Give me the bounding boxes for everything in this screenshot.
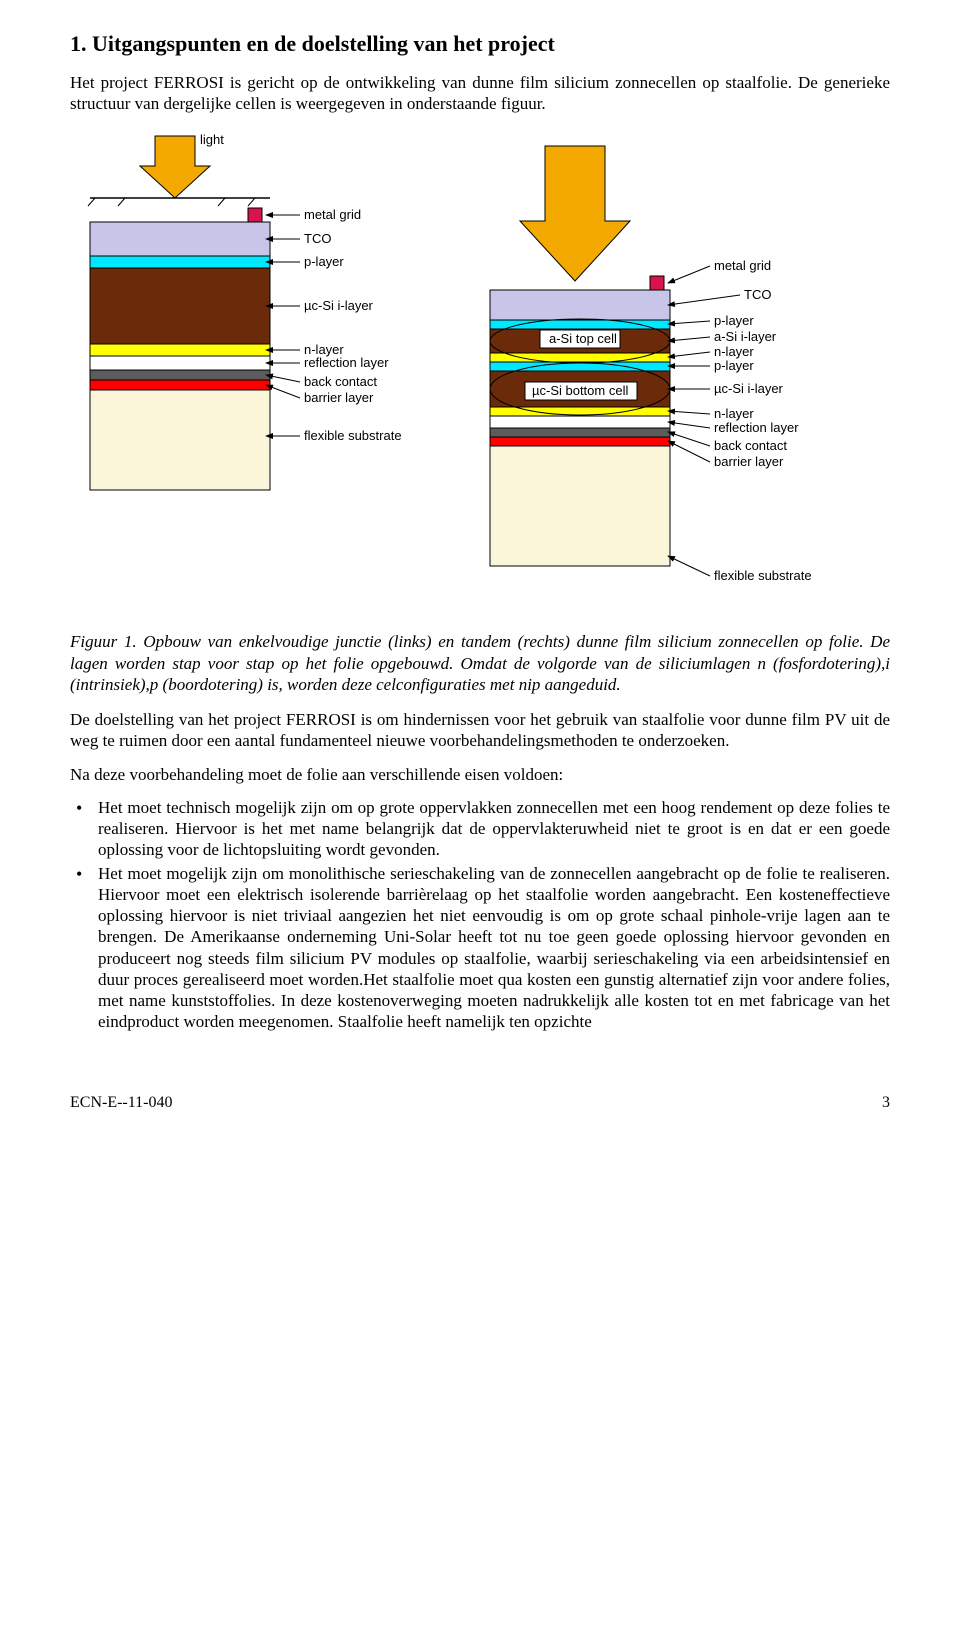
svg-text:barrier layer: barrier layer — [714, 454, 784, 469]
figure-caption: Figuur 1. Opbouw van enkelvoudige juncti… — [70, 631, 890, 695]
svg-text:reflection layer: reflection layer — [714, 420, 799, 435]
svg-text:metal grid: metal grid — [304, 207, 361, 222]
svg-text:back contact: back contact — [304, 374, 377, 389]
svg-text:metal grid: metal grid — [714, 258, 771, 273]
svg-text:TCO: TCO — [744, 287, 771, 302]
svg-text:a-Si top cell: a-Si top cell — [549, 331, 617, 346]
intro-paragraph: Het project FERROSI is gericht op de ont… — [70, 72, 890, 115]
left-label-group: metal grid TCO p-layer µc-Si i-layer n-l… — [266, 207, 402, 443]
svg-text:a-Si i-layer: a-Si i-layer — [714, 329, 777, 344]
svg-text:p-layer: p-layer — [304, 254, 344, 269]
figure-1: light — [70, 126, 890, 621]
right-cell — [490, 276, 670, 566]
svg-text:p-layer: p-layer — [714, 358, 754, 373]
svg-text:p-layer: p-layer — [714, 313, 754, 328]
svg-text:n-layer: n-layer — [714, 406, 754, 421]
svg-text:back contact: back contact — [714, 438, 787, 453]
body-p1: De doelstelling van het project FERROSI … — [70, 709, 890, 752]
section-heading: 1. Uitgangspunten en de doelstelling van… — [70, 30, 890, 58]
left-cell — [90, 208, 270, 490]
footer-page-number: 3 — [882, 1093, 890, 1113]
svg-text:µc-Si bottom cell: µc-Si bottom cell — [532, 383, 628, 398]
right-label-group: metal grid TCO p-layer a-Si i-layer n-la… — [668, 258, 812, 583]
body-p2: Na deze voorbehandeling moet de folie aa… — [70, 764, 890, 785]
svg-text:reflection layer: reflection layer — [304, 355, 389, 370]
footer-doc-id: ECN-E--11-040 — [70, 1093, 173, 1113]
svg-text:TCO: TCO — [304, 231, 331, 246]
svg-text:n-layer: n-layer — [714, 344, 754, 359]
svg-text:µc-Si i-layer: µc-Si i-layer — [714, 381, 784, 396]
cell-structure-diagram: light — [70, 126, 890, 616]
bullet-1: Het moet technisch mogelijk zijn om op g… — [70, 797, 890, 861]
svg-text:flexible substrate: flexible substrate — [304, 428, 402, 443]
light-label: light — [200, 132, 224, 147]
svg-text:barrier layer: barrier layer — [304, 390, 374, 405]
bullet-2: Het moet mogelijk zijn om monolithische … — [70, 863, 890, 1033]
light-arrow-right — [520, 146, 630, 281]
svg-text:flexible substrate: flexible substrate — [714, 568, 812, 583]
svg-text:µc-Si i-layer: µc-Si i-layer — [304, 298, 374, 313]
